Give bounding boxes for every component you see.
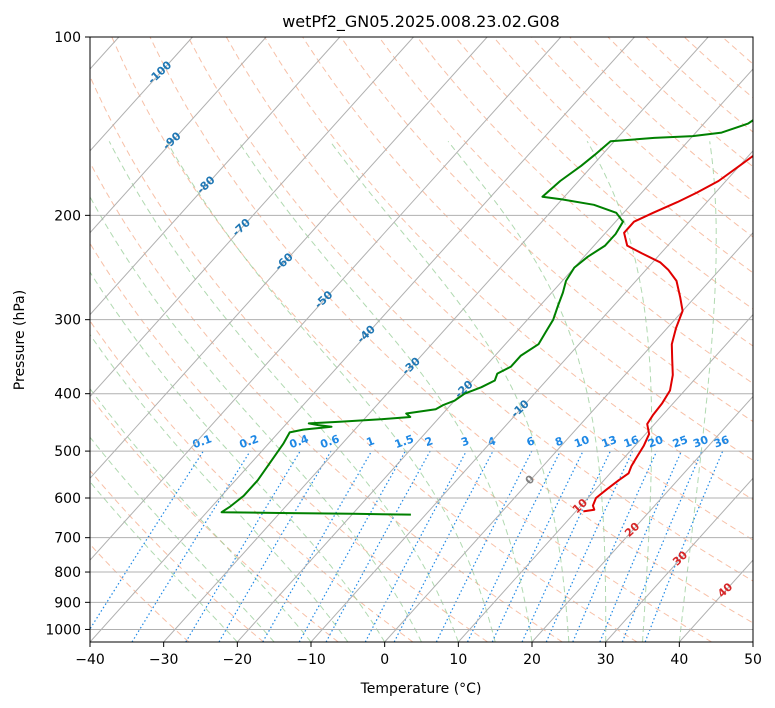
isotherm-line <box>236 68 753 642</box>
dewpoint-trace <box>220 119 753 516</box>
isotherm-line <box>605 477 753 642</box>
x-tick-label: 10 <box>449 652 467 668</box>
plot-frame <box>89 36 754 643</box>
x-tick-label: 0 <box>380 652 389 668</box>
x-axis-label: Temperature (°C) <box>360 681 482 697</box>
y-tick-label: 800 <box>54 565 81 581</box>
y-tick-label: 300 <box>54 313 81 329</box>
mixing-ratio-label: 0.1 <box>191 432 214 451</box>
mixing-ratio-label: 10 <box>572 433 591 451</box>
isotherm-line <box>90 37 414 398</box>
mixing-ratio-line <box>599 450 682 642</box>
mixing-ratio-label: 20 <box>646 433 665 451</box>
pressure-grid <box>90 37 753 630</box>
mixing-ratio-label: 8 <box>553 434 565 449</box>
mixing-ratio-label: 13 <box>600 433 619 450</box>
dry-adiabat-line <box>90 161 563 642</box>
mixing-ratio-label: 0.4 <box>288 432 311 451</box>
x-tick-label: −20 <box>223 652 253 668</box>
y-tick-label: 100 <box>54 30 81 46</box>
mixing-ratio-label: 36 <box>712 433 731 451</box>
isotherm-line <box>310 150 753 642</box>
isotherm-line <box>163 37 709 642</box>
y-tick-label: 700 <box>54 531 81 547</box>
mixing-ratio-label: 6 <box>525 434 537 449</box>
mixing-ratio-line <box>90 450 204 631</box>
mixing-ratio-label: 3 <box>459 434 471 449</box>
y-tick-label: 1000 <box>45 622 81 638</box>
x-tick-label: −10 <box>296 652 326 668</box>
isotherm-line <box>531 395 753 642</box>
x-tick-label: 30 <box>597 652 615 668</box>
chart-title: wetPf2_GN05.2025.008.23.02.G08 <box>282 12 560 32</box>
mixing-ratio-label: 1.5 <box>393 432 416 451</box>
dry-adiabat-line <box>90 242 488 642</box>
mixing-ratio-line <box>298 450 406 642</box>
isotherm-line <box>457 313 753 642</box>
isotherm-line <box>90 37 562 561</box>
dry-adiabat-line <box>90 395 339 642</box>
mixing-ratio-label: 16 <box>622 433 641 451</box>
mixing-ratio-label: 0.6 <box>318 432 341 451</box>
isotherm-line <box>90 37 341 316</box>
y-tick-label: 400 <box>54 387 81 403</box>
mixing-ratio-label: 1 <box>365 434 377 449</box>
isotherm-line <box>90 37 267 234</box>
dry-adiabat-line <box>149 37 753 624</box>
sounding-traces <box>220 119 753 516</box>
axes: −40 −30 −20 −10 0 10 20 30 40 5010020030040050060… <box>45 30 762 668</box>
x-tick-label: 20 <box>523 652 541 668</box>
mixing-ratio-line <box>545 450 634 642</box>
y-tick-label: 900 <box>54 595 81 611</box>
y-tick-label: 500 <box>54 444 81 460</box>
x-tick-label: −40 <box>75 652 105 668</box>
mixing-ratio-label: 2 <box>423 434 435 449</box>
mixing-ratio-line <box>325 450 431 642</box>
dry-adiabat-line <box>416 37 753 347</box>
isotherms <box>90 37 753 642</box>
x-tick-label: −30 <box>149 652 179 668</box>
isotherm-line <box>384 231 753 642</box>
mixing-ratio-line <box>364 450 467 642</box>
y-axis-label: Pressure (hPa) <box>12 290 28 390</box>
isotherm-line <box>90 37 488 480</box>
isotherm-line <box>90 37 635 642</box>
mixing-ratio-label: 25 <box>671 433 690 450</box>
mixing-ratio-line <box>572 450 658 642</box>
mixing-ratio-line <box>435 450 533 642</box>
x-tick-label: 50 <box>744 652 762 668</box>
dry-adiabat-line <box>454 37 753 310</box>
x-tick-label: 40 <box>670 652 688 668</box>
mixing-ratio-line <box>621 450 703 642</box>
mixing-ratio-label: 0.2 <box>238 432 261 451</box>
isotherm-line <box>90 37 193 152</box>
dry-adiabat-line <box>90 543 190 642</box>
mixing-ratio-label: 4 <box>486 434 498 449</box>
dry-adiabat-line <box>90 469 264 642</box>
mixing-ratio-line <box>644 450 724 642</box>
y-tick-label: 600 <box>54 491 81 507</box>
mixing-ratio-label: 30 <box>691 433 710 451</box>
y-tick-label: 200 <box>54 208 81 224</box>
temperature-trace <box>583 154 753 513</box>
